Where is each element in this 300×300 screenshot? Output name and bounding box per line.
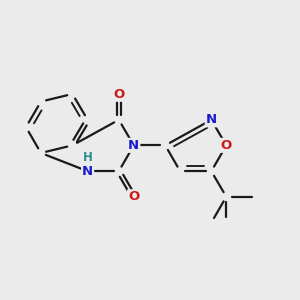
- Text: H: H: [83, 151, 93, 164]
- Text: N: N: [128, 139, 139, 152]
- Text: N: N: [206, 113, 217, 126]
- Text: O: O: [128, 190, 140, 203]
- Text: O: O: [113, 88, 124, 101]
- Text: N: N: [82, 165, 93, 178]
- Text: O: O: [220, 139, 232, 152]
